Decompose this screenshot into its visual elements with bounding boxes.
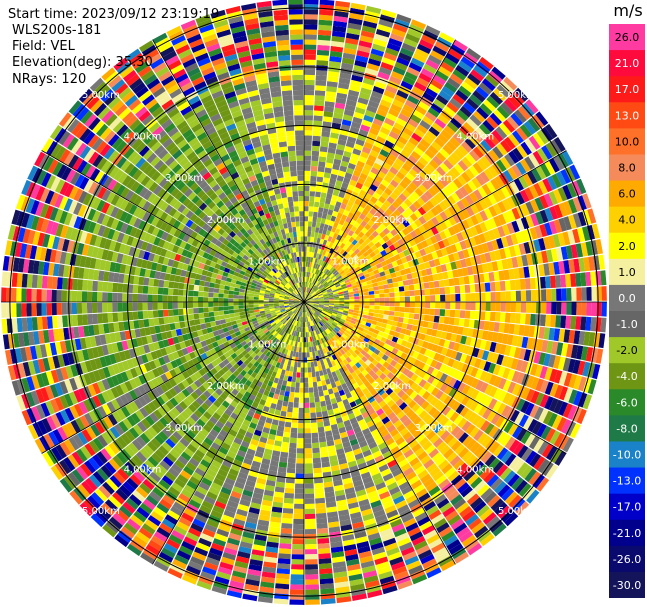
colorbar-tick-label: 4.0: [618, 214, 636, 227]
colorbar-segment: [609, 24, 645, 51]
colorbar-segment: [609, 441, 645, 469]
colorbar-tick-label: -17.0: [613, 501, 641, 514]
nrays-label: NRays: 120: [12, 72, 87, 87]
colorbar-segment: [609, 154, 645, 182]
colorbar-segment: [609, 50, 645, 77]
colorbar-tick-label: -6.0: [616, 396, 637, 409]
colorbar-segment: [609, 467, 645, 495]
range-ring-label: 2.00km: [373, 381, 411, 392]
colorbar-tick-label: 26.0: [615, 31, 640, 44]
range-ring-label: 4.00km: [124, 132, 162, 143]
range-ring-label: 4.00km: [456, 464, 494, 475]
colorbar-segment: [609, 128, 645, 155]
range-ring-label: 5.00km: [498, 90, 536, 101]
range-ring-label: 3.00km: [415, 423, 453, 434]
colorbar-tick-label: 6.0: [618, 188, 636, 201]
colorbar-tick-label: 13.0: [615, 109, 640, 122]
range-ring-label: 5.00km: [82, 90, 120, 101]
range-ring-label: 1.00km: [332, 340, 370, 351]
range-ring-label: 1.00km: [248, 340, 286, 351]
ppi-velocity-plot: 1.00km 1.00km 1.00km 1.00km 2.00km 2.00km 2.00…: [1, 0, 607, 605]
range-ring-label: 5.00km: [82, 506, 120, 517]
field-label: Field: VEL: [12, 39, 75, 54]
colorbar-segment: [609, 206, 645, 234]
colorbar-tick-label: 8.0: [618, 162, 636, 175]
range-ring-label: 5.00km: [498, 506, 536, 517]
ppi-gates: [1, 0, 607, 605]
azimuth-spoke: [152, 301, 305, 565]
colorbar-tick-label: 21.0: [615, 57, 640, 70]
range-ring-label: 3.00km: [415, 173, 453, 184]
colorbar-unit: m/s: [613, 1, 643, 20]
range-ring-label: 4.00km: [124, 464, 162, 475]
colorbar-segment: [609, 232, 645, 260]
colorbar-segment: [609, 519, 645, 547]
velocity-colorbar: 26.0 21.0 17.0 13.0 10.0 8.0 6.0 4.0 2.0 1.0 0.0 -1…: [609, 24, 645, 598]
colorbar-tick-label: -4.0: [616, 370, 637, 383]
colorbar-tick-label: -1.0: [616, 318, 637, 331]
colorbar-tick-label: -26.0: [613, 553, 641, 566]
colorbar-segment: [609, 493, 645, 521]
colorbar-tick-label: -21.0: [613, 527, 641, 540]
start-time-label: Start time: 2023/09/12 23:19:19: [8, 7, 220, 22]
colorbar-segment: [609, 389, 645, 416]
azimuth-spoke: [303, 301, 567, 454]
range-ring-label: 2.00km: [207, 215, 245, 226]
azimuth-spoke: [303, 39, 456, 303]
range-ring-label: 1.00km: [248, 256, 286, 267]
azimuth-spoke: [41, 150, 305, 303]
site-label: WLS200s-181: [12, 23, 102, 38]
elevation-label: Elevation(deg): 35.30: [12, 55, 153, 70]
colorbar-segment: [609, 102, 645, 129]
range-ring-label: 3.00km: [165, 173, 203, 184]
colorbar-segment: [609, 363, 645, 390]
range-ring-label: 2.00km: [373, 215, 411, 226]
colorbar-segment: [609, 284, 645, 312]
colorbar-tick-label: 17.0: [615, 83, 640, 96]
colorbar-segment: [609, 180, 645, 208]
colorbar-tick-label: -10.0: [613, 449, 641, 462]
azimuth-spoke: [303, 301, 456, 565]
colorbar-segment: [609, 76, 645, 103]
colorbar-segment: [609, 545, 645, 573]
colorbar-tick-label: 0.0: [618, 292, 636, 305]
azimuth-spoke: [303, 150, 567, 303]
colorbar-tick-label: 2.0: [618, 240, 636, 253]
colorbar-tick-label: -8.0: [616, 422, 637, 435]
colorbar-tick-label: 1.0: [618, 266, 636, 279]
colorbar-tick-label: -30.0: [613, 579, 641, 592]
range-ring-label: 3.00km: [165, 423, 203, 434]
range-ring-label: 2.00km: [207, 381, 245, 392]
colorbar-tick-label: 10.0: [615, 135, 640, 148]
colorbar-segment: [609, 571, 645, 598]
range-ring-label: 1.00km: [332, 256, 370, 267]
azimuth-spoke: [41, 301, 305, 454]
range-ring-label: 4.00km: [456, 132, 494, 143]
colorbar-segment: [609, 415, 645, 442]
colorbar-segment: [609, 258, 645, 286]
colorbar-tick-label: -13.0: [613, 475, 641, 488]
azimuth-spoke: [152, 39, 305, 303]
colorbar-tick-label: -2.0: [616, 344, 637, 357]
colorbar-segment: [609, 311, 645, 338]
colorbar-segment: [609, 337, 645, 364]
